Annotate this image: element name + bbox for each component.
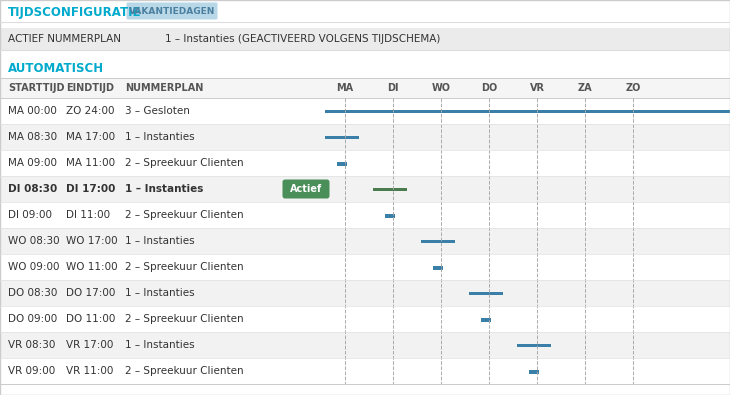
- Text: MA 08:30: MA 08:30: [8, 132, 57, 142]
- FancyBboxPatch shape: [0, 78, 730, 98]
- Text: TIJDSCONFIGURATIE: TIJDSCONFIGURATIE: [8, 6, 142, 19]
- Text: WO 11:00: WO 11:00: [66, 262, 118, 272]
- FancyBboxPatch shape: [283, 179, 329, 199]
- Text: DO 09:00: DO 09:00: [8, 314, 57, 324]
- Text: VR 09:00: VR 09:00: [8, 366, 55, 376]
- FancyBboxPatch shape: [469, 292, 503, 295]
- Text: DO 11:00: DO 11:00: [66, 314, 115, 324]
- Text: DO 17:00: DO 17:00: [66, 288, 115, 298]
- Text: MA: MA: [337, 83, 353, 93]
- Text: DI 11:00: DI 11:00: [66, 210, 110, 220]
- Text: 2 – Spreekuur Clienten: 2 – Spreekuur Clienten: [125, 158, 244, 168]
- Text: 3 – Gesloten: 3 – Gesloten: [125, 106, 190, 116]
- Text: MA 17:00: MA 17:00: [66, 132, 115, 142]
- Text: VR 17:00: VR 17:00: [66, 340, 113, 350]
- Text: VR 11:00: VR 11:00: [66, 366, 113, 376]
- Text: 2 – Spreekuur Clienten: 2 – Spreekuur Clienten: [125, 262, 244, 272]
- FancyBboxPatch shape: [373, 188, 407, 190]
- Text: DO 08:30: DO 08:30: [8, 288, 58, 298]
- Text: VAKANTIEDAGEN: VAKANTIEDAGEN: [128, 6, 215, 15]
- FancyBboxPatch shape: [0, 306, 730, 332]
- FancyBboxPatch shape: [0, 98, 730, 124]
- Text: STARTTIJD: STARTTIJD: [8, 83, 64, 93]
- Text: WO: WO: [431, 83, 450, 93]
- Text: WO 08:30: WO 08:30: [8, 236, 60, 246]
- Text: DI 09:00: DI 09:00: [8, 210, 52, 220]
- Text: EINDTIJD: EINDTIJD: [66, 83, 114, 93]
- Text: DO: DO: [481, 83, 497, 93]
- Text: VR: VR: [529, 83, 545, 93]
- Text: 1 – Instanties: 1 – Instanties: [125, 236, 195, 246]
- Text: ZA: ZA: [577, 83, 592, 93]
- Text: 1 – Instanties: 1 – Instanties: [125, 184, 204, 194]
- FancyBboxPatch shape: [0, 28, 730, 50]
- FancyBboxPatch shape: [421, 239, 455, 243]
- Text: 2 – Spreekuur Clienten: 2 – Spreekuur Clienten: [125, 314, 244, 324]
- FancyBboxPatch shape: [0, 176, 730, 202]
- Text: 1 – Instanties (GEACTIVEERD VOLGENS TIJDSCHEMA): 1 – Instanties (GEACTIVEERD VOLGENS TIJD…: [165, 34, 440, 44]
- Text: WO 09:00: WO 09:00: [8, 262, 60, 272]
- Text: 2 – Spreekuur Clienten: 2 – Spreekuur Clienten: [125, 366, 244, 376]
- Text: 1 – Instanties: 1 – Instanties: [125, 288, 195, 298]
- Text: MA 09:00: MA 09:00: [8, 158, 57, 168]
- FancyBboxPatch shape: [0, 202, 730, 228]
- FancyBboxPatch shape: [0, 124, 730, 150]
- FancyBboxPatch shape: [325, 109, 730, 113]
- FancyBboxPatch shape: [433, 265, 443, 269]
- FancyBboxPatch shape: [0, 254, 730, 280]
- FancyBboxPatch shape: [517, 344, 551, 346]
- FancyBboxPatch shape: [337, 162, 347, 166]
- FancyBboxPatch shape: [385, 214, 395, 218]
- Text: DI: DI: [387, 83, 399, 93]
- Text: VR 08:30: VR 08:30: [8, 340, 55, 350]
- Text: MA 11:00: MA 11:00: [66, 158, 115, 168]
- Text: 2 – Spreekuur Clienten: 2 – Spreekuur Clienten: [125, 210, 244, 220]
- FancyBboxPatch shape: [0, 228, 730, 254]
- FancyBboxPatch shape: [0, 358, 730, 384]
- Text: DI 08:30: DI 08:30: [8, 184, 57, 194]
- FancyBboxPatch shape: [0, 332, 730, 358]
- FancyBboxPatch shape: [0, 150, 730, 176]
- FancyBboxPatch shape: [126, 2, 218, 19]
- Text: WO 17:00: WO 17:00: [66, 236, 118, 246]
- Text: ACTIEF NUMMERPLAN: ACTIEF NUMMERPLAN: [8, 34, 121, 44]
- Text: AUTOMATISCH: AUTOMATISCH: [8, 62, 104, 75]
- Text: MA 00:00: MA 00:00: [8, 106, 57, 116]
- FancyBboxPatch shape: [481, 318, 491, 322]
- Text: 1 – Instanties: 1 – Instanties: [125, 132, 195, 142]
- Text: Actief: Actief: [290, 184, 322, 194]
- FancyBboxPatch shape: [529, 369, 539, 374]
- Text: NUMMERPLAN: NUMMERPLAN: [125, 83, 204, 93]
- Text: ZO: ZO: [626, 83, 641, 93]
- Text: 1 – Instanties: 1 – Instanties: [125, 340, 195, 350]
- FancyBboxPatch shape: [325, 135, 359, 139]
- FancyBboxPatch shape: [0, 280, 730, 306]
- Text: DI 17:00: DI 17:00: [66, 184, 115, 194]
- Text: ZO 24:00: ZO 24:00: [66, 106, 115, 116]
